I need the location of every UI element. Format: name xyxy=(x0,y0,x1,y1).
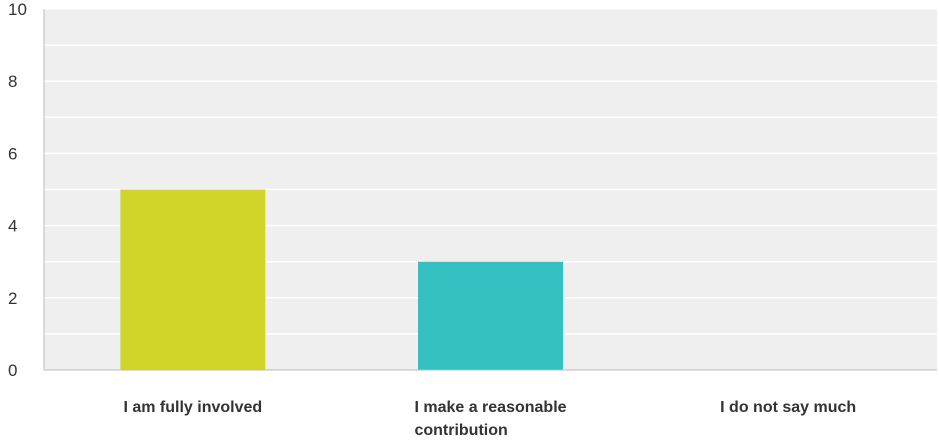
x-category-label: I am fully involved xyxy=(123,399,262,416)
y-axis-ticks: 0 2 4 6 8 10 xyxy=(8,0,27,380)
x-axis-labels: I am fully involved I make a reasonable co… xyxy=(123,399,856,439)
x-category-label-line: I am fully involved xyxy=(123,399,262,416)
y-tick-label: 6 xyxy=(8,144,17,163)
x-category-label: I do not say much xyxy=(720,399,856,416)
bars xyxy=(120,189,563,370)
bar xyxy=(418,261,563,370)
y-tick-label: 8 xyxy=(8,72,17,91)
y-tick-label: 10 xyxy=(8,0,27,19)
y-tick-label: 4 xyxy=(8,217,17,236)
y-tick-label: 2 xyxy=(8,289,17,308)
x-category-label-line: I make a reasonable xyxy=(414,399,566,416)
x-category-label: I make a reasonable contribution xyxy=(414,399,566,439)
y-tick-label: 0 xyxy=(8,361,17,380)
bar xyxy=(120,189,266,370)
x-category-label-line: contribution xyxy=(414,422,507,439)
x-category-label-line: I do not say much xyxy=(720,399,856,416)
